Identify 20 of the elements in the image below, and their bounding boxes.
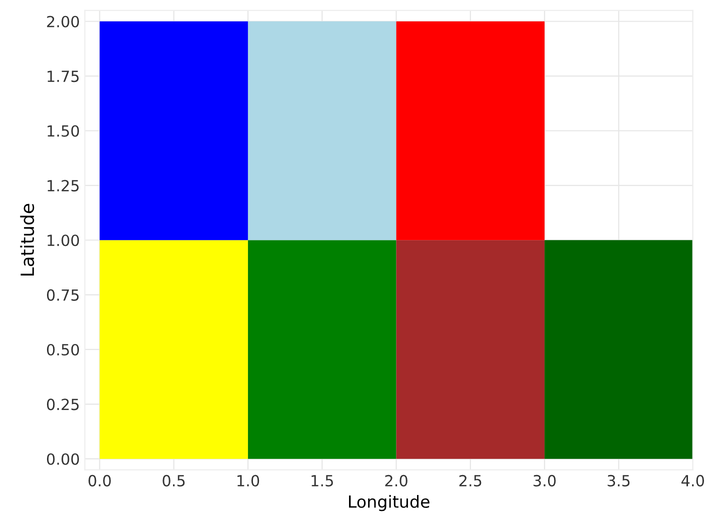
y-axis-title: Latitude: [20, 204, 34, 276]
x-axis-title: Longitude: [349, 495, 430, 512]
y-tick-label: 0.50: [46, 344, 79, 356]
x-tick-label: 1.0: [237, 474, 260, 486]
x-tick-label: 3.0: [534, 474, 556, 486]
y-tick-label: 0.25: [46, 398, 79, 410]
x-tick-label: 3.5: [608, 474, 630, 486]
y-tick-label: 1.25: [48, 180, 79, 192]
y-tick-label: 1.00: [48, 234, 79, 246]
y-tick-label: 0.75: [46, 289, 79, 301]
y-tick-label: 0.00: [46, 453, 79, 465]
x-tick-label: 0.5: [162, 474, 185, 486]
y-tick-label: 2.00: [47, 16, 79, 28]
x-tick-label: 2.0: [385, 474, 408, 486]
x-tick-label: 1.5: [312, 475, 333, 486]
y-tick-label: 1.50: [48, 125, 79, 137]
y-tick-label: 1.75: [48, 70, 79, 82]
x-tick-label: 0.0: [88, 474, 111, 486]
x-tick-label: 2.5: [459, 474, 482, 486]
x-tick-label: 4.0: [681, 474, 704, 486]
